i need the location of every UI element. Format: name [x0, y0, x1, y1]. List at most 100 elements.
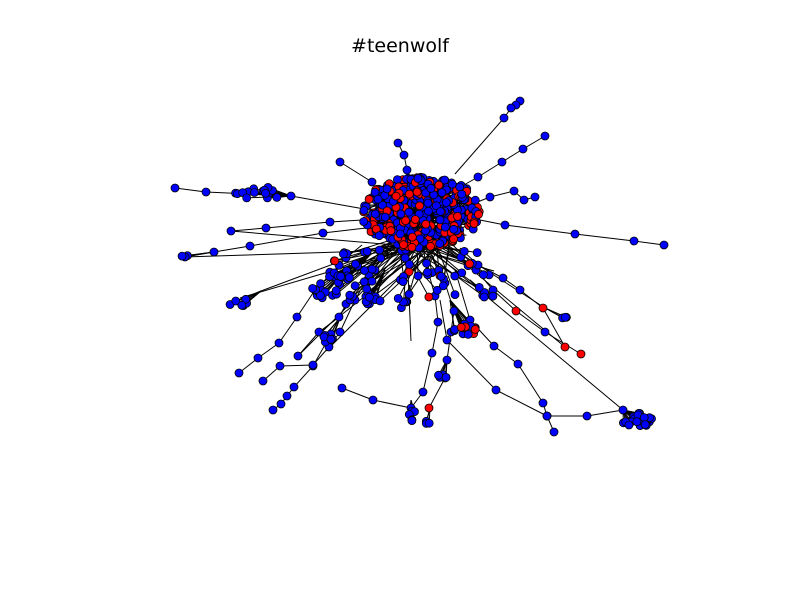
nodes-layer: [170, 96, 669, 437]
graph-node-blue: [345, 290, 355, 300]
graph-node-blue: [540, 131, 550, 141]
graph-node-red: [511, 306, 521, 316]
graph-node-blue: [404, 259, 414, 269]
graph-node-red: [407, 232, 417, 242]
graph-node-blue: [336, 271, 346, 281]
graph-node-blue: [393, 293, 403, 303]
graph-edge: [477, 161, 503, 178]
graph-edge: [574, 233, 635, 242]
graph-node-blue: [618, 405, 628, 415]
graph-node-blue: [459, 246, 469, 256]
graph-node-blue: [509, 186, 519, 196]
graph-node-blue: [435, 215, 445, 225]
graph-edge: [454, 117, 505, 175]
graph-node-blue: [399, 150, 409, 160]
graph-node-blue: [407, 416, 417, 426]
graph-node-blue: [423, 198, 433, 208]
graph-node-blue: [245, 241, 255, 251]
graph-node-blue: [449, 224, 459, 234]
graph-node-blue: [201, 187, 211, 197]
graph-node-blue: [659, 240, 669, 250]
graph-node-blue: [540, 327, 550, 337]
graph-edge: [278, 316, 298, 344]
graph-edge: [428, 377, 446, 409]
graph-node-blue: [234, 368, 244, 378]
graph-node-blue: [362, 284, 372, 294]
graph-edge: [439, 299, 448, 341]
graph-edge: [322, 227, 367, 234]
graph-node-blue: [276, 399, 286, 409]
graph-node-blue: [582, 411, 592, 421]
graph-edge: [174, 187, 207, 193]
graph-node-red: [421, 219, 431, 229]
graph-node-blue: [272, 192, 282, 202]
graph-node-blue: [344, 273, 354, 283]
graph-node-blue: [491, 385, 501, 395]
graph-node-blue: [449, 306, 459, 316]
graph-edge: [265, 221, 331, 229]
graph-node-blue: [423, 206, 433, 216]
graph-node-red: [424, 403, 434, 413]
graph-node-red: [449, 234, 459, 244]
graph-node-blue: [282, 391, 292, 401]
graph-edge: [633, 240, 665, 246]
graph-node-blue: [335, 157, 345, 167]
graph-node-blue: [499, 113, 509, 123]
graph-edge: [372, 399, 412, 409]
graph-node-blue: [364, 292, 374, 302]
graph-node-blue: [242, 193, 252, 203]
graph-node-blue: [436, 207, 445, 217]
graph-node-blue: [442, 355, 452, 365]
graph-node-blue: [435, 239, 445, 249]
graph-node-blue: [392, 175, 402, 185]
graph-node-blue: [253, 353, 263, 363]
graph-node-blue: [331, 286, 341, 296]
graph-node-blue: [457, 189, 467, 199]
graph-edge: [279, 364, 314, 367]
edges-layer: [174, 100, 665, 433]
graph-node-blue: [292, 312, 302, 322]
graph-node-blue: [308, 283, 318, 293]
graph-node-red: [415, 201, 424, 211]
graph-node-blue: [629, 236, 639, 246]
graph-node-blue: [441, 372, 451, 382]
graph-node-blue: [624, 420, 634, 430]
graph-edge: [492, 289, 517, 312]
graph-node-blue: [338, 249, 348, 259]
graph-node-red: [434, 180, 444, 190]
graph-node-blue: [474, 282, 484, 292]
graph-node-blue: [472, 248, 482, 258]
graph-node-blue: [404, 289, 414, 299]
graph-node-blue: [335, 327, 345, 337]
graph-node-blue: [275, 361, 285, 371]
graph-node-blue: [226, 226, 236, 236]
graph-node-blue: [367, 264, 377, 274]
graph-edge: [446, 331, 452, 361]
graph-node-red: [538, 303, 548, 313]
graph-node-blue: [530, 192, 540, 202]
graph-node-blue: [470, 195, 480, 205]
graph-node-blue: [418, 387, 428, 397]
graph-node-red: [453, 211, 462, 221]
graph-node-blue: [359, 266, 369, 275]
graph-node-blue: [489, 341, 499, 351]
graph-node-red: [474, 209, 483, 219]
graph-node-blue: [632, 417, 642, 427]
graph-node-blue: [326, 334, 336, 344]
graph-edge: [504, 224, 576, 235]
graph-node-blue: [432, 285, 442, 295]
graph-title: #teenwolf: [351, 35, 449, 57]
graph-node-blue: [441, 198, 451, 207]
graph-node-blue: [367, 177, 377, 187]
graph-edge: [369, 269, 386, 295]
graph-edge: [296, 289, 316, 318]
graph-node-blue: [396, 209, 406, 219]
graph-node-blue: [170, 183, 180, 193]
graph-edge: [329, 219, 363, 223]
graph-node-blue: [438, 281, 448, 291]
graph-node-blue: [560, 312, 570, 322]
graph-node-blue: [393, 138, 403, 148]
graph-node-blue: [258, 376, 268, 386]
